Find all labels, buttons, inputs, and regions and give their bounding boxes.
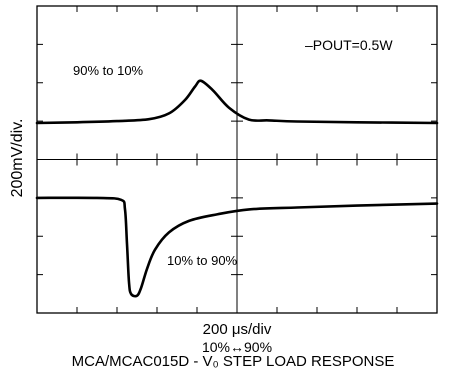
annotation-trace-top: 90% to 10% bbox=[73, 63, 144, 78]
chart-caption: MCA/MCAC015D - V₀ STEP LOAD RESPONSE bbox=[71, 353, 395, 370]
annotation-trace-bottom: 10% to 90% bbox=[167, 253, 238, 268]
trace-load-step-up bbox=[35, 196, 439, 298]
trace-load-step-down bbox=[35, 79, 439, 125]
y-axis-label: 200mV/div. bbox=[9, 118, 26, 198]
annotation-step: 10%↔90% bbox=[201, 339, 273, 355]
annotation-pout: –POUT=0.5W bbox=[305, 37, 393, 53]
x-axis-label: 200 μs/div bbox=[202, 321, 272, 338]
